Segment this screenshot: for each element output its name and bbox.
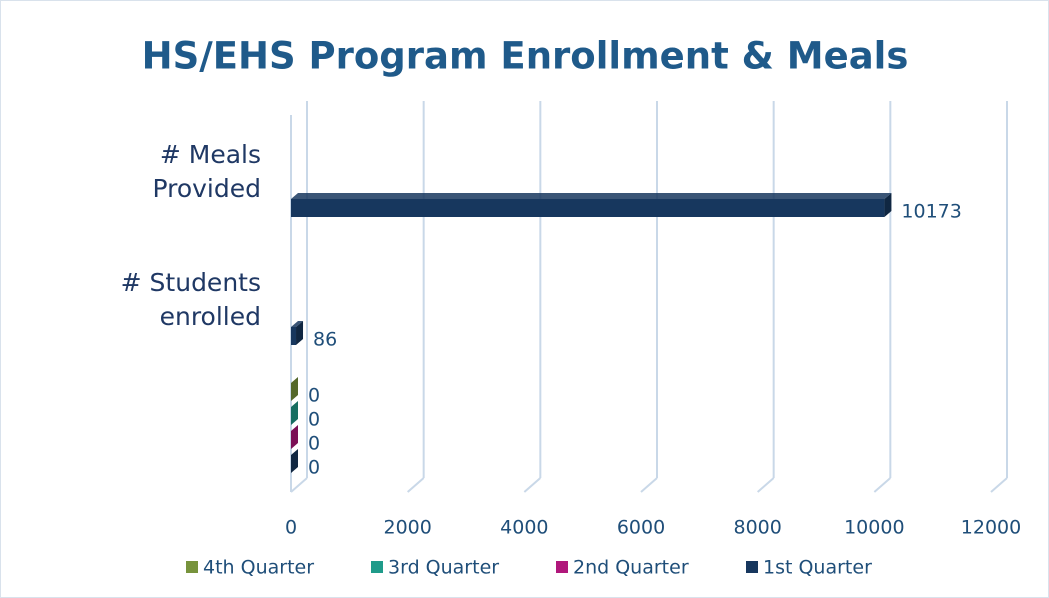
- legend-swatch: [556, 561, 568, 573]
- grid-floor: [873, 477, 891, 493]
- data-label: 0: [308, 433, 320, 455]
- legend-label: 3rd Quarter: [388, 557, 499, 579]
- legend-swatch: [186, 561, 198, 573]
- grid-floor: [407, 477, 425, 493]
- bar: [291, 199, 885, 217]
- bar-side: [291, 449, 298, 473]
- bar: [291, 327, 297, 345]
- x-tick-label: 12000: [961, 517, 1021, 539]
- grid-floor: [757, 477, 775, 493]
- bar-side: [291, 377, 298, 401]
- grid-floor: [523, 477, 541, 493]
- category-label: # Students enrolled: [120, 268, 261, 331]
- legend-swatch: [746, 561, 758, 573]
- legend-label: 1st Quarter: [763, 557, 872, 579]
- x-tick-label: 6000: [617, 517, 665, 539]
- bar-side: [884, 193, 892, 217]
- x-tick-label: 0: [285, 517, 297, 539]
- grid-floor: [640, 477, 658, 493]
- x-tick-label: 4000: [500, 517, 548, 539]
- grid-floor: [290, 477, 308, 493]
- data-label: 10173: [901, 201, 961, 223]
- chart-title: HS/EHS Program Enrollment & Meals: [142, 35, 909, 78]
- data-label: 0: [308, 385, 320, 407]
- category-label: # Meals Provided: [152, 140, 261, 203]
- legend-label: 2nd Quarter: [573, 557, 689, 579]
- x-tick-label: 10000: [844, 517, 904, 539]
- data-label: 86: [313, 329, 337, 351]
- grid-floor: [990, 477, 1008, 493]
- bar-side: [291, 401, 298, 425]
- bar-side: [291, 425, 298, 449]
- data-label: 0: [308, 409, 320, 431]
- legend-label: 4th Quarter: [203, 557, 314, 579]
- bar-top: [291, 193, 892, 199]
- data-label: 0: [308, 457, 320, 479]
- bar-top: [291, 321, 304, 327]
- x-tick-label: 2000: [383, 517, 431, 539]
- x-tick-label: 8000: [733, 517, 781, 539]
- legend-swatch: [371, 561, 383, 573]
- bar-side: [296, 321, 304, 345]
